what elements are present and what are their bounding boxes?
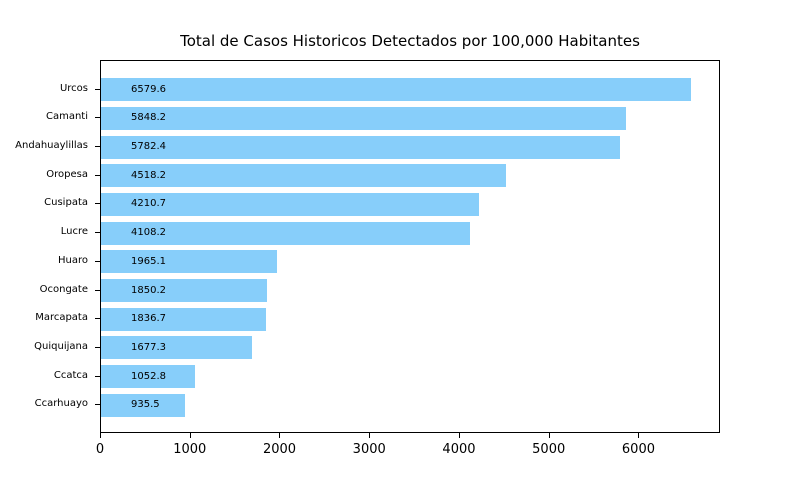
bar-value-label: 6579.6 [131,83,166,95]
y-tick-label-urcos: Urcos [59,82,88,94]
bar-urcos [101,78,692,102]
y-tick-label-camanti: Camanti [45,111,88,123]
y-tick-label-oropesa: Oropesa [46,168,88,180]
y-tick-label-ccatca: Ccatca [53,369,88,381]
x-tick-mark [369,433,371,438]
bar-value-label: 1965.1 [131,255,166,267]
bar-ocongate [101,279,268,303]
bar-value-label: 5782.4 [131,141,166,153]
chart-title: Total de Casos Historicos Detectados por… [180,32,640,50]
y-tick-mark [95,260,100,262]
bar-value-label: 1052.8 [131,370,166,382]
y-tick-label-quiquijana: Quiquijana [34,340,88,352]
y-tick-mark [95,174,100,176]
y-tick-label-marcapata: Marcapata [35,312,88,324]
y-tick-mark [95,404,100,406]
bar-ccatca [101,365,196,389]
bar-value-label: 5848.2 [131,112,166,124]
y-tick-mark [95,117,100,119]
bar-oropesa [101,164,507,188]
bar-quiquijana [101,336,252,360]
y-tick-mark [95,318,100,320]
y-tick-mark [95,146,100,148]
x-tick-label-3000: 3000 [352,442,386,457]
y-tick-label-cusipata: Cusipata [44,197,88,209]
bar-marcapata [101,307,266,331]
y-tick-label-ccarhuayo: Ccarhuayo [34,398,88,410]
x-tick-mark [189,433,191,438]
bar-value-label: 1677.3 [131,341,166,353]
y-tick-label-andahuaylillas: Andahuaylillas [15,140,88,152]
y-tick-mark [95,88,100,90]
y-tick-mark [95,375,100,377]
bar-cusipata [101,192,479,216]
bar-ccarhuayo [101,393,185,417]
bar-value-label: 935.5 [131,399,160,411]
x-tick-mark [100,433,101,438]
x-tick-label-2000: 2000 [262,442,297,457]
x-tick-label-5000: 5000 [532,442,566,457]
bar-value-label: 1836.7 [131,313,166,325]
y-tick-mark [95,346,100,348]
y-tick-label-huaro: Huaro [58,254,88,266]
bar-camanti [101,106,626,130]
x-tick-mark [279,433,281,438]
bar-andahuaylillas [101,135,620,159]
bar-value-label: 4210.7 [131,198,166,210]
y-tick-mark [95,232,100,234]
x-tick-label-1000: 1000 [173,442,207,457]
bar-value-label: 4518.2 [131,169,166,181]
y-tick-mark [95,203,100,205]
x-tick-mark [638,433,640,438]
plot-area: 6579.6 5848.2 5782.4 4518.2 4210.7 4108.2 1965… [100,60,720,433]
x-tick-label-6000: 6000 [621,442,655,457]
y-tick-mark [95,289,100,291]
bar-value-label: 1850.2 [131,284,166,296]
x-tick-mark [548,433,550,438]
bar-value-label: 4108.2 [131,227,166,239]
x-tick-mark [458,433,460,438]
bar-lucre [101,221,470,245]
x-tick-label-4000: 4000 [442,442,476,457]
y-tick-label-ocongate: Ocongate [39,283,88,295]
bar-huaro [101,250,278,274]
y-tick-label-lucre: Lucre [60,226,88,238]
x-tick-label-0: 0 [95,442,105,457]
